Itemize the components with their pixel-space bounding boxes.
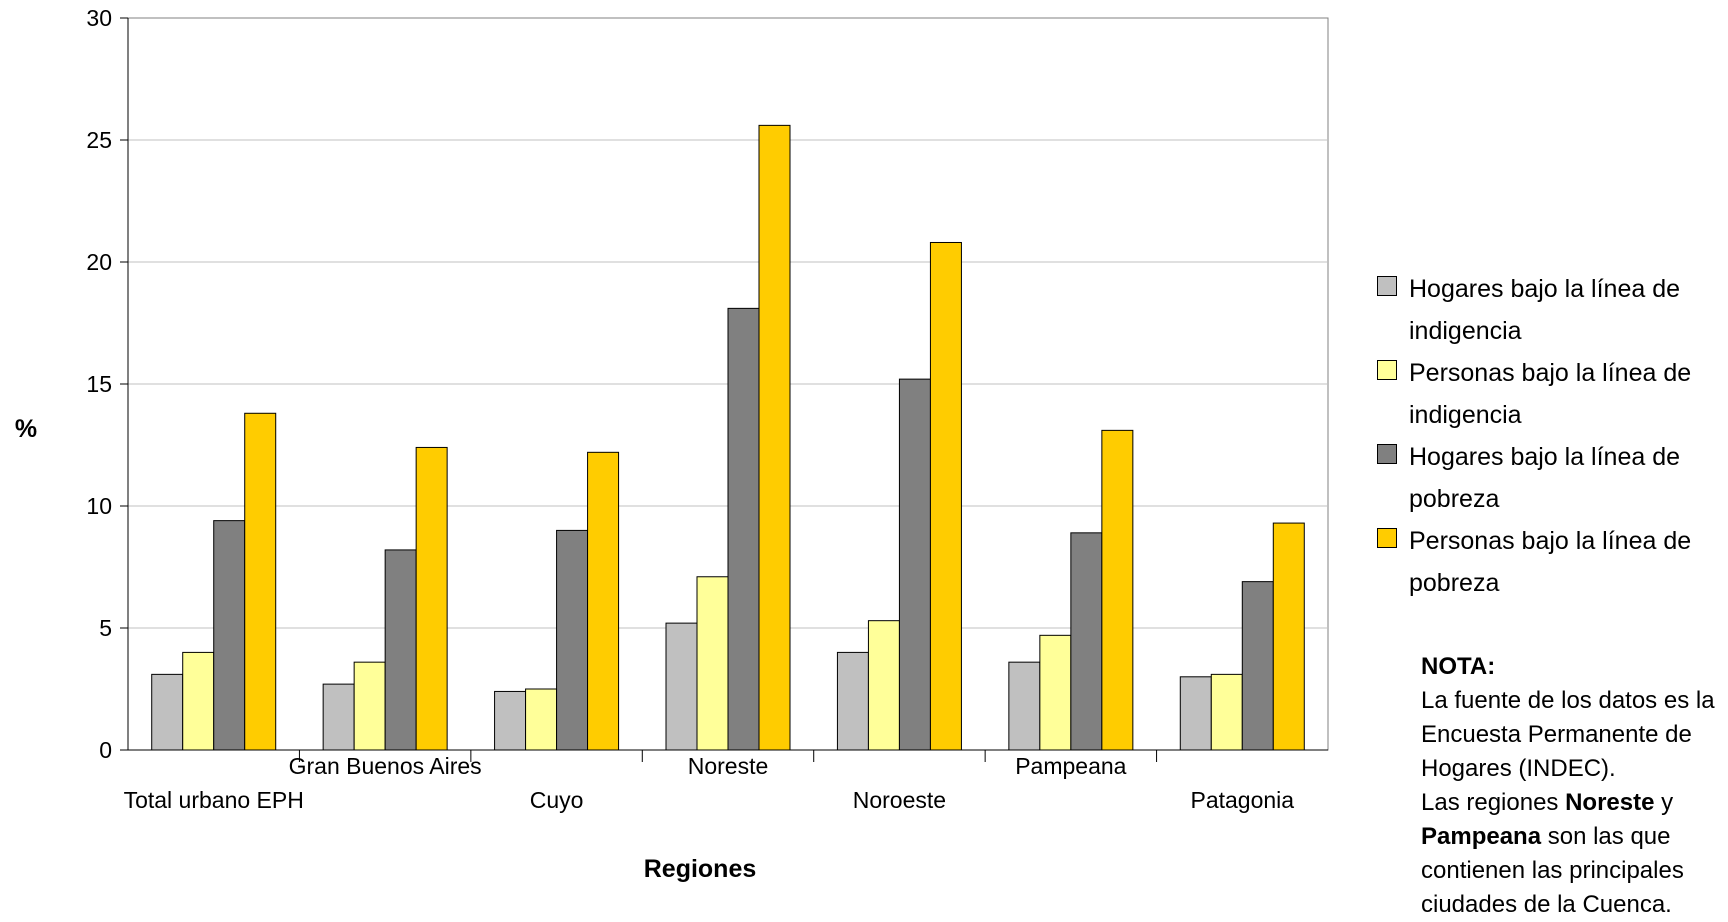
legend-label: Personas bajo la línea de pobreza xyxy=(1409,527,1692,597)
bar xyxy=(867,620,900,751)
bar xyxy=(696,576,729,751)
bar xyxy=(929,241,962,751)
bar xyxy=(244,412,277,751)
note-text: son las que xyxy=(1541,823,1671,850)
axes xyxy=(120,17,1328,762)
legend-swatch xyxy=(1377,444,1397,464)
legend-swatch xyxy=(1377,528,1397,548)
legend-label: Hogares bajo la línea de pobreza xyxy=(1409,443,1681,513)
y-tick-label: 25 xyxy=(86,127,112,153)
bar xyxy=(1210,673,1243,751)
note-emphasis: Noreste xyxy=(1565,789,1655,816)
bar xyxy=(415,446,448,751)
bar xyxy=(1272,522,1305,751)
legend-swatch xyxy=(1377,276,1397,296)
y-tick-label: 30 xyxy=(86,5,112,31)
x-category-label: Total urbano EPH xyxy=(124,787,304,813)
bar xyxy=(213,520,246,751)
bar xyxy=(151,673,184,751)
note-line: Las regiones Noreste y xyxy=(1421,786,1728,820)
bar xyxy=(1179,676,1212,751)
y-tick-labels: 0 5 10 15 20 25 30 xyxy=(86,5,112,763)
x-category-label: Patagonia xyxy=(1190,787,1294,813)
bar xyxy=(384,549,417,751)
y-axis-title: % xyxy=(15,415,37,443)
legend-label: Personas bajo la línea de indigencia xyxy=(1409,359,1692,429)
y-tick-label: 10 xyxy=(86,493,112,519)
legend: Hogares bajo la línea de indigencia Perso… xyxy=(1377,268,1717,604)
legend-item: Personas bajo la línea de pobreza xyxy=(1377,520,1717,604)
x-category-labels: Total urbano EPH Gran Buenos Aires Cuyo Nor… xyxy=(124,753,1295,813)
x-axis-title: Regiones xyxy=(644,855,757,883)
legend-swatch xyxy=(1377,360,1397,380)
x-category-label: Cuyo xyxy=(530,787,584,813)
legend-label: Hogares bajo la línea de indigencia xyxy=(1409,275,1681,345)
note-emphasis: Pampeana xyxy=(1421,823,1542,850)
bar xyxy=(665,622,698,751)
legend-item: Hogares bajo la línea de indigencia xyxy=(1377,268,1717,352)
note-line: Pampeana son las que xyxy=(1421,820,1728,854)
bar xyxy=(1008,661,1041,751)
x-category-label: Gran Buenos Aires xyxy=(289,753,482,779)
note-line: La fuente de los datos es la xyxy=(1421,687,1715,714)
y-tick-label: 5 xyxy=(99,615,112,641)
note-title: NOTA: xyxy=(1421,653,1496,680)
bar xyxy=(758,124,791,751)
note-text: y xyxy=(1654,789,1674,816)
note-box: NOTA: La fuente de los datos es la Encue… xyxy=(1421,650,1728,922)
note-text: Las regiones xyxy=(1421,789,1566,816)
legend-item: Personas bajo la línea de indigencia xyxy=(1377,352,1717,436)
note-line: ciudades de la Cuenca. xyxy=(1421,891,1672,918)
bar xyxy=(1241,581,1274,751)
y-tick-label: 0 xyxy=(99,737,112,763)
x-category-label: Noroeste xyxy=(853,787,946,813)
y-tick-label: 15 xyxy=(86,371,112,397)
bar xyxy=(182,651,215,751)
bar xyxy=(898,378,931,751)
bar xyxy=(353,661,386,751)
note-body: La fuente de los datos es la Encuesta Pe… xyxy=(1421,684,1728,922)
bar xyxy=(494,690,527,751)
note-line: contienen las principales xyxy=(1421,857,1684,884)
bars xyxy=(151,124,1305,751)
bar xyxy=(836,651,869,751)
note-line: Encuesta Permanente de xyxy=(1421,721,1692,748)
bar xyxy=(1070,532,1103,751)
bar xyxy=(322,683,355,751)
y-tick-label: 20 xyxy=(86,249,112,275)
bar xyxy=(587,451,620,751)
bar xyxy=(556,529,589,751)
x-category-label: Noreste xyxy=(688,753,769,779)
bar xyxy=(1101,429,1134,751)
legend-item: Hogares bajo la línea de pobreza xyxy=(1377,436,1717,520)
bar xyxy=(727,307,760,751)
x-category-label: Pampeana xyxy=(1015,753,1126,779)
bar xyxy=(525,688,558,751)
bar xyxy=(1039,634,1072,751)
note-line: Hogares (INDEC). xyxy=(1421,755,1616,782)
